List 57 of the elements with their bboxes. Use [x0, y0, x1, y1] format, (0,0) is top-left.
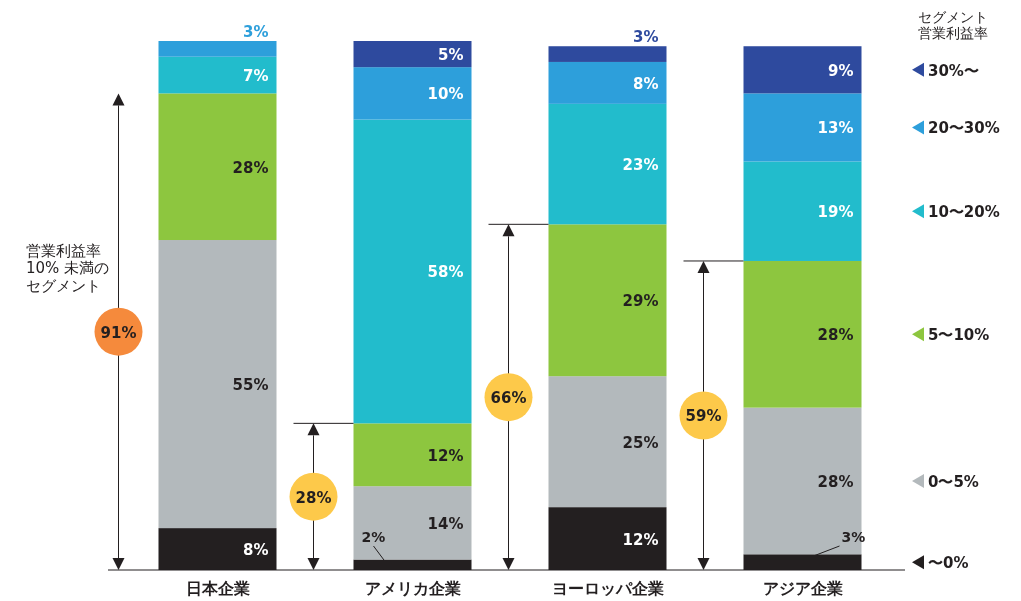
data-label: 5% [438, 46, 464, 65]
bar [158, 240, 277, 529]
bar [158, 93, 277, 241]
annotation: 28% [295, 488, 332, 507]
data-label: 55% [232, 376, 269, 395]
data-label: 9% [828, 61, 854, 80]
bar [548, 224, 667, 377]
legend-label: 5〜10% [928, 326, 990, 345]
bar [743, 93, 862, 162]
data-label: 29% [622, 292, 659, 311]
data-label: 8% [633, 74, 659, 93]
legend-title: セグメント営業利益率 [918, 9, 988, 42]
bar [353, 119, 472, 424]
data-label: 19% [817, 203, 854, 222]
bar [548, 46, 667, 62]
legend-label: 20〜30% [928, 119, 1000, 138]
bar [353, 423, 472, 487]
data-label: 23% [622, 156, 659, 175]
legend-label: 30%〜 [928, 61, 979, 80]
data-label: 13% [817, 119, 854, 138]
data-label: 8% [243, 541, 269, 560]
data-label: 3% [633, 28, 659, 47]
bar [548, 61, 667, 104]
data-label: 3% [243, 23, 269, 41]
bar [743, 46, 862, 94]
annotation: 91% [100, 323, 137, 342]
data-label: 12% [427, 446, 464, 465]
bar [353, 41, 472, 68]
x-tick-label: 日本企業 [185, 579, 250, 598]
bar [548, 103, 667, 225]
data-label: 25% [622, 433, 659, 452]
bar [353, 67, 472, 120]
bar [158, 41, 277, 57]
data-label: 7% [243, 67, 269, 86]
data-label: 28% [817, 326, 854, 345]
x-tick-label: ヨーロッパ企業 [551, 579, 664, 598]
bar [353, 486, 472, 560]
annotation: 66% [490, 389, 527, 408]
annotation: 59% [685, 407, 722, 426]
legend-label: 〜0% [928, 554, 969, 573]
data-label: 2% [361, 529, 386, 545]
data-label: 10% [427, 85, 464, 104]
annotation: 営業利益率10% 未満のセグメント [26, 242, 110, 295]
bar [743, 161, 862, 261]
x-tick-label: アジア企業 [762, 579, 843, 598]
data-label: 3% [841, 529, 866, 545]
bar [743, 260, 862, 408]
data-label: 14% [427, 514, 464, 533]
bar [158, 56, 277, 94]
bar [548, 376, 667, 508]
legend-label: 0〜5% [928, 472, 979, 491]
data-label: 28% [817, 472, 854, 491]
data-label: 58% [427, 263, 464, 282]
data-label: 12% [622, 530, 659, 549]
x-tick-label: アメリカ企業 [364, 579, 461, 598]
legend-label: 10〜20% [928, 203, 1000, 222]
data-label: 28% [232, 158, 269, 177]
